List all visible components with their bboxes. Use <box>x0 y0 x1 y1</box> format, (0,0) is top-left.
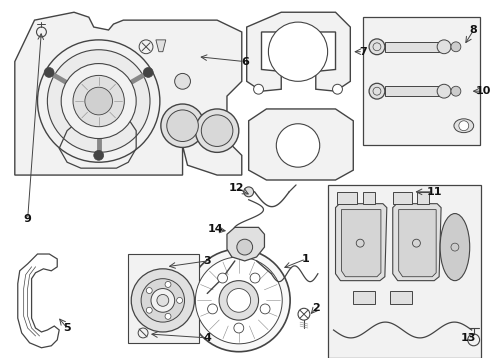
Circle shape <box>44 68 54 77</box>
Circle shape <box>143 68 153 77</box>
Circle shape <box>237 239 253 255</box>
Bar <box>363 17 480 145</box>
Text: 9: 9 <box>24 215 31 225</box>
Circle shape <box>201 115 233 147</box>
Circle shape <box>260 304 270 314</box>
Circle shape <box>188 249 290 352</box>
Circle shape <box>165 282 171 287</box>
Bar <box>363 192 375 204</box>
Text: 12: 12 <box>229 183 245 193</box>
Circle shape <box>38 40 160 162</box>
Circle shape <box>174 73 191 89</box>
Bar <box>338 192 357 204</box>
Bar <box>353 291 375 304</box>
Ellipse shape <box>454 119 474 132</box>
Polygon shape <box>156 40 166 52</box>
Circle shape <box>157 294 169 306</box>
Circle shape <box>437 40 451 54</box>
Circle shape <box>459 121 469 131</box>
Bar <box>385 86 439 96</box>
Circle shape <box>161 104 204 148</box>
Circle shape <box>208 304 218 314</box>
Text: 11: 11 <box>426 187 442 197</box>
Circle shape <box>227 289 251 312</box>
Bar <box>417 192 429 204</box>
Text: 1: 1 <box>302 254 310 264</box>
Circle shape <box>151 289 174 312</box>
Bar <box>385 42 439 52</box>
Polygon shape <box>249 109 353 180</box>
Circle shape <box>451 86 461 96</box>
Circle shape <box>147 307 152 313</box>
Text: 2: 2 <box>312 303 319 313</box>
Bar <box>393 192 413 204</box>
Circle shape <box>196 257 282 344</box>
Circle shape <box>48 50 150 152</box>
Polygon shape <box>15 12 242 175</box>
Circle shape <box>218 273 227 283</box>
Bar <box>328 185 481 357</box>
Circle shape <box>147 288 152 293</box>
Polygon shape <box>399 210 436 277</box>
Circle shape <box>131 269 195 332</box>
Polygon shape <box>342 210 381 277</box>
Circle shape <box>165 314 171 319</box>
Polygon shape <box>227 228 265 261</box>
Circle shape <box>94 150 103 160</box>
Circle shape <box>244 187 254 197</box>
Circle shape <box>269 22 328 81</box>
Circle shape <box>61 64 136 139</box>
Ellipse shape <box>440 213 470 281</box>
Circle shape <box>369 83 385 99</box>
Bar <box>128 254 199 343</box>
Circle shape <box>451 42 461 52</box>
Text: 14: 14 <box>207 224 223 234</box>
Polygon shape <box>393 204 441 281</box>
Circle shape <box>167 110 198 141</box>
Circle shape <box>234 323 244 333</box>
Bar <box>390 291 412 304</box>
Text: 6: 6 <box>241 57 248 67</box>
Circle shape <box>276 124 320 167</box>
Polygon shape <box>246 12 350 91</box>
Text: 10: 10 <box>476 86 490 96</box>
Text: 4: 4 <box>203 333 211 343</box>
Text: 5: 5 <box>63 323 71 333</box>
Circle shape <box>196 109 239 152</box>
Circle shape <box>437 84 451 98</box>
Circle shape <box>333 84 343 94</box>
Circle shape <box>176 297 183 303</box>
Text: 13: 13 <box>461 333 476 343</box>
Circle shape <box>219 281 259 320</box>
Circle shape <box>250 273 260 283</box>
Circle shape <box>254 84 264 94</box>
Text: 3: 3 <box>203 256 211 266</box>
Text: 8: 8 <box>470 25 478 35</box>
Circle shape <box>369 39 385 55</box>
Circle shape <box>73 75 124 127</box>
Circle shape <box>141 279 185 322</box>
Text: 7: 7 <box>359 47 367 57</box>
Circle shape <box>85 87 113 115</box>
Polygon shape <box>336 204 387 281</box>
